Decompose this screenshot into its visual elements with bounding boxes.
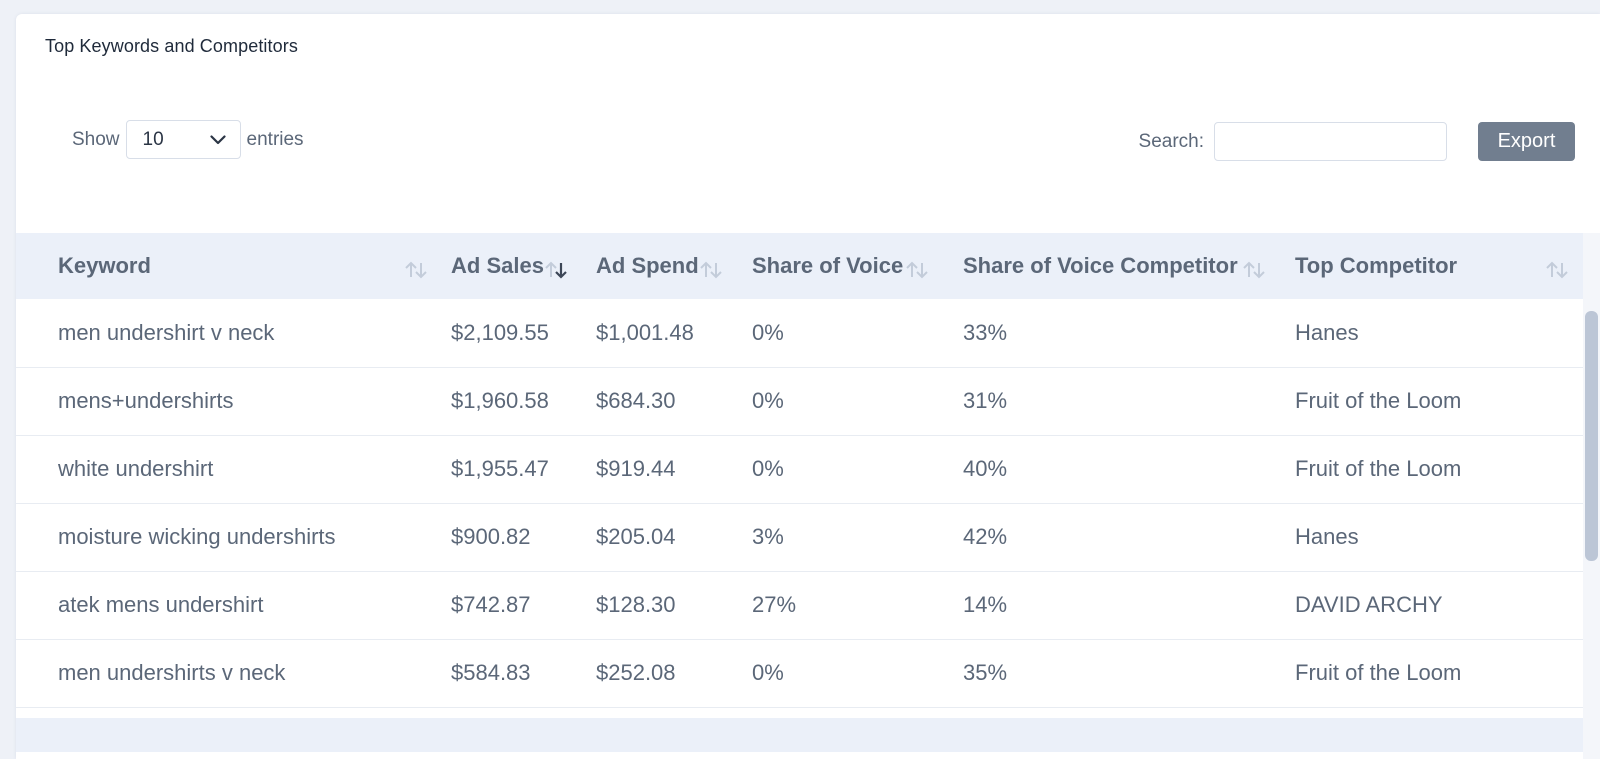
- column-label: Share of Voice Competitor: [963, 253, 1238, 278]
- table-row: moisture wicking undershirts $900.82 $20…: [16, 503, 1583, 571]
- cell-ad-spend: $252.08: [596, 660, 676, 685]
- cell-top-competitor: Fruit of the Loom: [1295, 660, 1462, 685]
- cell-ad-sales: $1,960.58: [451, 388, 549, 413]
- cell-ad-sales: $900.82: [451, 524, 531, 549]
- cell-ad-sales: $584.83: [451, 660, 531, 685]
- table-row: atek mens undershirt $742.87 $128.30 27%…: [16, 571, 1583, 639]
- table-container: Keyword Ad Sales Ad Spend: [16, 233, 1583, 759]
- column-header-keyword[interactable]: Keyword: [16, 233, 427, 299]
- column-label: Ad Spend: [596, 253, 699, 278]
- sort-desc-icon[interactable]: [544, 259, 568, 285]
- column-label: Share of Voice: [752, 253, 904, 278]
- cell-share-of-voice-competitor: 42%: [963, 524, 1008, 549]
- cell-keyword: men undershirts v neck: [58, 660, 286, 685]
- cell-share-of-voice: 0%: [752, 660, 784, 685]
- cell-share-of-voice: 0%: [752, 319, 784, 345]
- sort-icon[interactable]: [404, 259, 428, 285]
- card-title: Top Keywords and Competitors: [45, 36, 298, 56]
- column-label: Keyword: [58, 253, 151, 278]
- cell-share-of-voice-competitor: 31%: [963, 388, 1008, 413]
- cell-share-of-voice-competitor: 35%: [963, 660, 1008, 685]
- search-label: Search:: [1138, 130, 1204, 152]
- cell-ad-spend: $684.30: [596, 388, 676, 413]
- cell-ad-spend: $205.04: [596, 524, 676, 549]
- entries-length-control: Show 10 entries: [72, 119, 304, 160]
- chevron-down-icon: [209, 129, 226, 151]
- table-row: mens+undershirts $1,960.58 $684.30 0% 31…: [16, 367, 1583, 435]
- cell-top-competitor: Hanes: [1295, 319, 1359, 345]
- cell-ad-sales: $1,955.47: [451, 456, 549, 481]
- cell-share-of-voice: 0%: [752, 456, 784, 481]
- cell-ad-spend: $128.30: [596, 592, 676, 617]
- cell-share-of-voice: 27%: [752, 592, 797, 617]
- table-header-row: Keyword Ad Sales Ad Spend: [16, 233, 1583, 299]
- column-header-share-of-voice[interactable]: Share of Voice: [716, 233, 929, 299]
- column-header-ad-spend[interactable]: Ad Spend: [556, 233, 722, 299]
- search-input[interactable]: [1214, 122, 1447, 161]
- cell-share-of-voice-competitor: 14%: [963, 592, 1008, 617]
- cell-ad-spend: $1,001.48: [596, 319, 694, 345]
- keywords-table: Keyword Ad Sales Ad Spend: [16, 233, 1583, 708]
- table-row: men undershirt v neck $2,109.55 $1,001.4…: [16, 299, 1583, 367]
- sort-icon[interactable]: [1545, 259, 1569, 285]
- show-label: Show: [72, 128, 120, 150]
- cell-share-of-voice: 3%: [752, 524, 784, 549]
- cell-keyword: mens+undershirts: [58, 388, 234, 413]
- export-button[interactable]: Export: [1478, 122, 1575, 161]
- cell-top-competitor: DAVID ARCHY: [1295, 592, 1443, 617]
- entries-label: entries: [246, 128, 304, 150]
- search-control: Search:: [1139, 121, 1447, 162]
- scrollbar-thumb[interactable]: [1585, 311, 1598, 561]
- cell-share-of-voice-competitor: 40%: [963, 456, 1008, 481]
- entries-select-value: 10: [142, 128, 164, 150]
- cell-top-competitor: Hanes: [1295, 524, 1359, 549]
- table-row: white undershirt $1,955.47 $919.44 0% 40…: [16, 435, 1583, 503]
- cell-keyword: men undershirt v neck: [58, 319, 275, 345]
- table-footer: [16, 718, 1583, 752]
- sort-icon[interactable]: [905, 259, 929, 285]
- cell-keyword: white undershirt: [58, 456, 214, 481]
- cell-ad-sales: $2,109.55: [451, 319, 549, 345]
- cell-ad-spend: $919.44: [596, 456, 676, 481]
- column-label: Ad Sales: [451, 253, 544, 278]
- cell-top-competitor: Fruit of the Loom: [1295, 388, 1462, 413]
- sort-icon[interactable]: [699, 259, 723, 285]
- sort-icon[interactable]: [1242, 259, 1266, 285]
- keywords-card: Top Keywords and Competitors Show 10 ent…: [16, 14, 1600, 759]
- column-header-top-competitor[interactable]: Top Competitor: [1266, 233, 1583, 299]
- cell-share-of-voice-competitor: 33%: [963, 319, 1008, 345]
- column-label: Top Competitor: [1295, 253, 1458, 278]
- entries-select[interactable]: 10: [125, 120, 241, 159]
- cell-keyword: atek mens undershirt: [58, 592, 264, 617]
- column-header-share-of-voice-competitor[interactable]: Share of Voice Competitor: [927, 233, 1266, 299]
- cell-keyword: moisture wicking undershirts: [58, 524, 336, 549]
- table-row: men undershirts v neck $584.83 $252.08 0…: [16, 639, 1583, 707]
- cell-share-of-voice: 0%: [752, 388, 784, 413]
- column-header-ad-sales[interactable]: Ad Sales: [408, 233, 567, 299]
- cell-top-competitor: Fruit of the Loom: [1295, 456, 1462, 481]
- cell-ad-sales: $742.87: [451, 592, 531, 617]
